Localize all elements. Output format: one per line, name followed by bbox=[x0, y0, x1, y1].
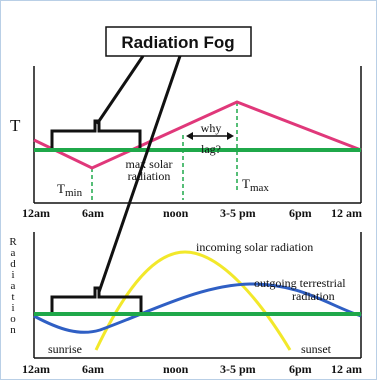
callout-line-top bbox=[95, 55, 145, 125]
svg-text:t: t bbox=[11, 291, 14, 303]
svg-text:i: i bbox=[11, 302, 14, 314]
lag-arrow-right-head bbox=[227, 132, 234, 140]
sunset-label: sunset bbox=[301, 342, 332, 356]
max-solar-label-line2: radiation bbox=[128, 169, 171, 183]
bottom-tick-6am: 6am bbox=[82, 362, 104, 376]
title-box bbox=[105, 26, 252, 57]
svg-text:a: a bbox=[11, 247, 16, 259]
top-tick-noon: noon bbox=[163, 206, 189, 220]
top-tick-12am-end: 12 am bbox=[331, 206, 362, 220]
top-panel: T Tmin Tmax max solar radiation why lag?… bbox=[10, 66, 362, 220]
why-lag-line1: why bbox=[201, 121, 222, 135]
lag-arrow-left-head bbox=[186, 132, 193, 140]
bottom-tick-12am-end: 12 am bbox=[331, 362, 362, 376]
top-axis-ticks: 12am 6am noon 3-5 pm 6pm 12 am bbox=[22, 206, 362, 220]
tmax-label: Tmax bbox=[242, 176, 269, 194]
outgoing-label-line1: outgoing terrestrial bbox=[254, 276, 346, 290]
bottom-tick-12am: 12am bbox=[22, 362, 50, 376]
top-y-label: T bbox=[10, 116, 21, 135]
temperature-curve bbox=[33, 100, 362, 170]
bottom-tick-6pm: 6pm bbox=[289, 362, 312, 376]
incoming-label: incoming solar radiation bbox=[196, 240, 313, 254]
bottom-panel: R a d i a t i o n incoming solar radiati… bbox=[9, 232, 362, 376]
svg-text:a: a bbox=[11, 280, 16, 292]
max-solar-label-line1: max solar bbox=[126, 157, 173, 171]
top-tick-12am: 12am bbox=[22, 206, 50, 220]
callout-line-bottom bbox=[97, 55, 182, 293]
bottom-fog-bracket bbox=[50, 286, 143, 312]
top-tick-3-5pm: 3-5 pm bbox=[220, 206, 256, 220]
why-lag-line2: lag? bbox=[201, 142, 221, 156]
outgoing-terrestrial-curve bbox=[33, 282, 362, 334]
tmin-label: Tmin bbox=[57, 181, 83, 199]
bottom-axis-ticks: 12am 6am noon 3-5 pm 6pm 12 am bbox=[22, 362, 362, 376]
diagram-title: Radiation Fog bbox=[121, 33, 234, 52]
svg-text:d: d bbox=[10, 258, 16, 270]
svg-text:n: n bbox=[10, 324, 16, 336]
outgoing-label-line2: radiation bbox=[292, 289, 335, 303]
incoming-solar-curve bbox=[94, 250, 292, 351]
svg-text:i: i bbox=[11, 269, 14, 281]
bottom-tick-noon: noon bbox=[163, 362, 189, 376]
svg-text:o: o bbox=[10, 313, 16, 325]
sunrise-label: sunrise bbox=[48, 342, 82, 356]
top-fog-bracket bbox=[50, 119, 142, 148]
top-tick-6pm: 6pm bbox=[289, 206, 312, 220]
bottom-y-label: R a d i a t i o n bbox=[9, 236, 17, 336]
callout: Radiation Fog bbox=[95, 26, 252, 293]
svg-text:R: R bbox=[9, 236, 17, 248]
top-tick-6am: 6am bbox=[82, 206, 104, 220]
bottom-tick-3-5pm: 3-5 pm bbox=[220, 362, 256, 376]
